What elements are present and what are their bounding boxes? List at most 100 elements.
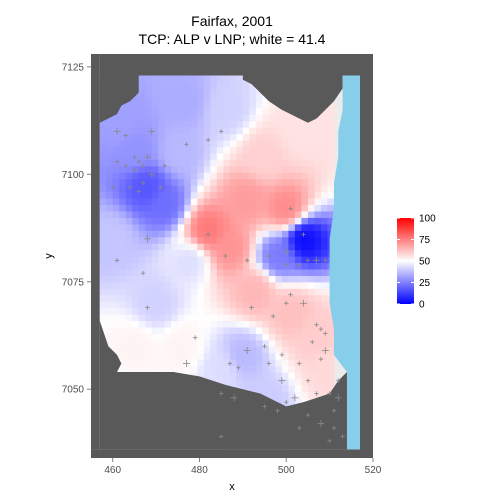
surface-cell <box>119 178 127 186</box>
surface-cell <box>281 288 289 296</box>
surface-cell <box>301 365 309 373</box>
surface-cell <box>223 197 231 206</box>
booth-marker <box>132 167 137 173</box>
surface-cell <box>197 159 205 167</box>
surface-cell <box>138 339 146 347</box>
surface-cell <box>132 114 140 122</box>
surface-cell <box>119 217 127 225</box>
surface-cell <box>236 294 244 302</box>
surface-cell <box>184 301 192 309</box>
surface-cell <box>275 262 283 270</box>
surface-cell <box>112 249 120 257</box>
surface-cell <box>320 139 329 148</box>
surface-cell <box>125 217 133 225</box>
surface-cell <box>249 94 257 102</box>
surface-cell <box>125 191 133 199</box>
surface-cell <box>275 397 283 405</box>
surface-cell <box>99 301 107 309</box>
surface-cell <box>99 268 107 276</box>
surface-cell <box>288 127 296 135</box>
surface-cell <box>184 204 192 212</box>
surface-cell <box>203 217 211 225</box>
surface-cell <box>171 223 179 231</box>
surface-cell <box>294 120 303 128</box>
surface-cell <box>216 101 224 109</box>
surface-cell <box>132 210 140 218</box>
surface-cell <box>288 307 296 315</box>
surface-cell <box>268 107 276 115</box>
surface-cell <box>281 365 289 373</box>
surface-cell <box>236 307 244 315</box>
surface-cell <box>255 320 263 328</box>
surface-cell <box>255 352 263 360</box>
booth-marker <box>205 137 211 143</box>
surface-cell <box>119 333 127 341</box>
booth-marker <box>114 258 120 263</box>
surface-cell <box>177 359 185 367</box>
surface-cell <box>158 294 166 302</box>
surface-cell <box>171 114 179 122</box>
surface-cell <box>275 256 283 264</box>
surface-cell <box>281 223 289 231</box>
surface-cell <box>314 326 322 334</box>
surface-cell <box>145 256 153 264</box>
surface-cell <box>223 159 231 167</box>
surface-cell <box>132 326 140 334</box>
surface-cell <box>275 314 283 322</box>
surface-cell <box>314 223 322 231</box>
surface-cell <box>125 281 133 289</box>
surface-cell <box>255 107 263 115</box>
surface-cell <box>112 197 120 206</box>
surface-cell <box>177 346 185 354</box>
surface-cell <box>327 326 335 334</box>
surface-cell <box>164 268 172 276</box>
legend-label: 75 <box>419 235 431 246</box>
surface-cell <box>229 333 237 341</box>
surface-cell <box>158 210 166 218</box>
booth-marker <box>249 305 254 310</box>
surface-cell <box>294 249 303 257</box>
surface-cell <box>320 236 329 244</box>
surface-cell <box>99 230 107 238</box>
surface-cell <box>164 339 172 347</box>
surface-cell <box>255 236 263 244</box>
surface-cell <box>171 333 179 341</box>
booth-marker <box>331 408 337 413</box>
surface-cell <box>197 114 205 122</box>
surface-cell <box>216 217 224 225</box>
surface-cell <box>164 365 172 373</box>
surface-cell <box>151 230 159 238</box>
surface-cell <box>158 127 166 135</box>
surface-cell <box>164 81 172 89</box>
surface-cell <box>327 159 335 167</box>
surface-cell <box>171 204 179 212</box>
surface-cell <box>112 159 120 167</box>
surface-cell <box>249 114 257 122</box>
surface-cell <box>314 256 322 264</box>
surface-cell <box>177 139 185 148</box>
surface-cell <box>125 230 133 238</box>
surface-cell <box>210 288 218 296</box>
surface-cell <box>125 152 133 160</box>
surface-cell <box>301 139 309 148</box>
surface-cell <box>268 139 276 148</box>
surface-cell <box>223 326 231 334</box>
surface-cell <box>197 230 205 238</box>
surface-cell <box>145 81 153 89</box>
surface-cell <box>216 281 224 289</box>
surface-cell <box>151 120 159 128</box>
surface-cell <box>132 346 140 354</box>
surface-cell <box>223 268 231 276</box>
surface-cell <box>145 172 153 180</box>
surface-cell <box>281 197 289 206</box>
surface-cell <box>112 281 120 289</box>
surface-cell <box>229 223 237 231</box>
surface-cell <box>255 114 263 122</box>
chart-title: Fairfax, 2001 <box>191 13 273 29</box>
surface-cell <box>242 185 250 193</box>
surface-cell <box>99 178 107 186</box>
surface-cell <box>158 320 166 328</box>
surface-cell <box>229 146 237 154</box>
surface-cell <box>301 217 309 225</box>
